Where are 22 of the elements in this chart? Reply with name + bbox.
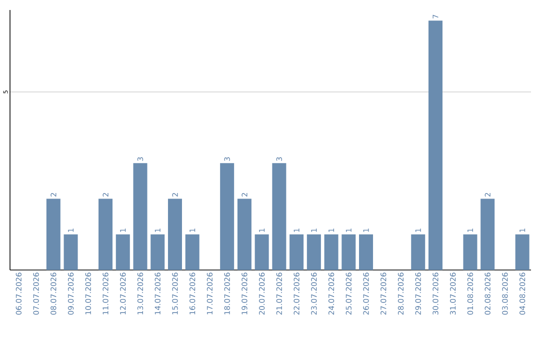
bar bbox=[411, 234, 426, 270]
bar bbox=[428, 20, 442, 270]
bar bbox=[272, 163, 286, 270]
bar bbox=[463, 234, 478, 270]
bar bbox=[98, 198, 113, 270]
bar bbox=[342, 234, 356, 270]
bar bbox=[324, 234, 338, 270]
bar bbox=[133, 163, 148, 270]
bar bbox=[168, 198, 182, 270]
bar bbox=[150, 234, 165, 270]
bar bbox=[185, 234, 200, 270]
bar bbox=[515, 234, 530, 270]
bar bbox=[46, 198, 60, 270]
bar bbox=[290, 234, 304, 270]
bar bbox=[116, 234, 130, 270]
bar bbox=[220, 163, 234, 270]
bar bbox=[480, 198, 495, 270]
bar bbox=[237, 198, 252, 270]
bar bbox=[306, 234, 321, 270]
bar bbox=[254, 234, 269, 270]
bar bbox=[64, 234, 78, 270]
bar bbox=[359, 234, 374, 270]
